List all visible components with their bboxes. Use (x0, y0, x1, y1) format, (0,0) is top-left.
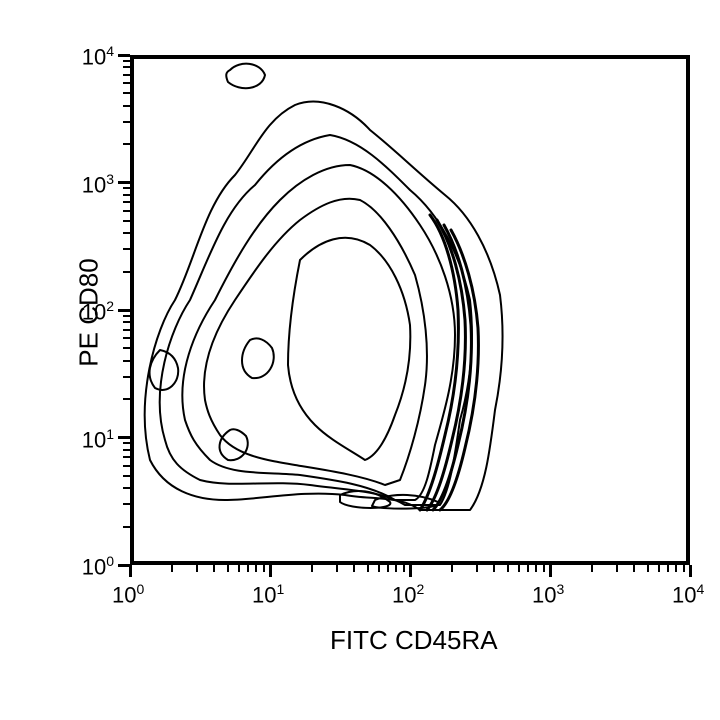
y-minor-tick (123, 449, 130, 451)
x-tick-label: 104 (672, 581, 704, 608)
x-minor-tick (403, 565, 405, 572)
x-tick (269, 565, 272, 577)
x-minor-tick (238, 565, 240, 572)
x-tick (129, 565, 132, 577)
y-minor-tick (123, 456, 130, 458)
y-minor-tick (123, 66, 130, 68)
x-minor-tick (247, 565, 249, 572)
y-minor-tick (123, 201, 130, 203)
y-minor-tick (123, 121, 130, 123)
x-minor-tick (171, 565, 173, 572)
y-minor-tick (123, 398, 130, 400)
x-minor-tick (667, 565, 669, 572)
y-tick (118, 181, 130, 184)
x-minor-tick (196, 565, 198, 572)
x-minor-tick (395, 565, 397, 572)
y-minor-tick (123, 82, 130, 84)
x-minor-tick (658, 565, 660, 572)
y-tick-label: 100 (82, 553, 114, 580)
contour-level5 (288, 238, 410, 460)
y-minor-tick (123, 526, 130, 528)
x-minor-tick (535, 565, 537, 572)
x-minor-tick (616, 565, 618, 572)
y-minor-tick (123, 210, 130, 212)
x-minor-tick (255, 565, 257, 572)
y-minor-tick (123, 194, 130, 196)
x-minor-tick (647, 565, 649, 572)
x-minor-tick (493, 565, 495, 572)
x-minor-tick (633, 565, 635, 572)
y-minor-tick (123, 475, 130, 477)
y-minor-tick (123, 187, 130, 189)
x-minor-tick (476, 565, 478, 572)
contour-wiggle_mid (242, 338, 274, 378)
x-minor-tick (507, 565, 509, 572)
x-minor-tick (227, 565, 229, 572)
y-tick (118, 309, 130, 312)
y-minor-tick (123, 321, 130, 323)
y-minor-tick (123, 487, 130, 489)
x-minor-tick (527, 565, 529, 572)
contour-wiggle_low (220, 429, 248, 460)
y-tick-label: 103 (82, 171, 114, 198)
x-tick (549, 565, 552, 577)
x-minor-tick (378, 565, 380, 572)
x-tick-label: 102 (392, 581, 424, 608)
y-tick-label: 101 (82, 426, 114, 453)
y-minor-tick (123, 248, 130, 250)
y-minor-tick (123, 143, 130, 145)
x-minor-tick (311, 565, 313, 572)
x-minor-tick (451, 565, 453, 572)
x-minor-tick (543, 565, 545, 572)
contour-island (226, 64, 265, 89)
y-minor-tick (123, 465, 130, 467)
y-minor-tick (123, 347, 130, 349)
y-minor-tick (123, 360, 130, 362)
x-minor-tick (518, 565, 520, 572)
x-minor-tick (683, 565, 685, 572)
y-minor-tick (123, 92, 130, 94)
y-minor-tick (123, 503, 130, 505)
y-minor-tick (123, 271, 130, 273)
contour-wiggle_left (150, 350, 179, 390)
x-tick-label: 100 (112, 581, 144, 608)
y-minor-tick (123, 74, 130, 76)
x-tick (689, 565, 692, 577)
y-minor-tick (123, 315, 130, 317)
x-tick-label: 103 (532, 581, 564, 608)
x-minor-tick (387, 565, 389, 572)
y-minor-tick (123, 232, 130, 234)
contour-level3 (182, 165, 455, 500)
x-minor-tick (675, 565, 677, 572)
y-minor-tick (123, 329, 130, 331)
x-minor-tick (336, 565, 338, 572)
y-tick-label: 102 (82, 298, 114, 325)
x-tick (409, 565, 412, 577)
y-minor-tick (123, 105, 130, 107)
y-tick (118, 564, 130, 567)
x-minor-tick (353, 565, 355, 572)
x-minor-tick (367, 565, 369, 572)
y-tick (118, 54, 130, 57)
x-minor-tick (263, 565, 265, 572)
y-minor-tick (123, 337, 130, 339)
x-minor-tick (213, 565, 215, 572)
y-tick (118, 436, 130, 439)
y-minor-tick (123, 442, 130, 444)
x-tick-label: 101 (252, 581, 284, 608)
contour-level4 (204, 199, 427, 485)
y-minor-tick (123, 220, 130, 222)
x-minor-tick (591, 565, 593, 572)
y-minor-tick (123, 376, 130, 378)
chart-container: PE CD80 FITC CD45RA 10010110210310410010… (0, 0, 720, 720)
contour-svg (0, 0, 720, 720)
y-minor-tick (123, 60, 130, 62)
y-tick-label: 104 (82, 43, 114, 70)
